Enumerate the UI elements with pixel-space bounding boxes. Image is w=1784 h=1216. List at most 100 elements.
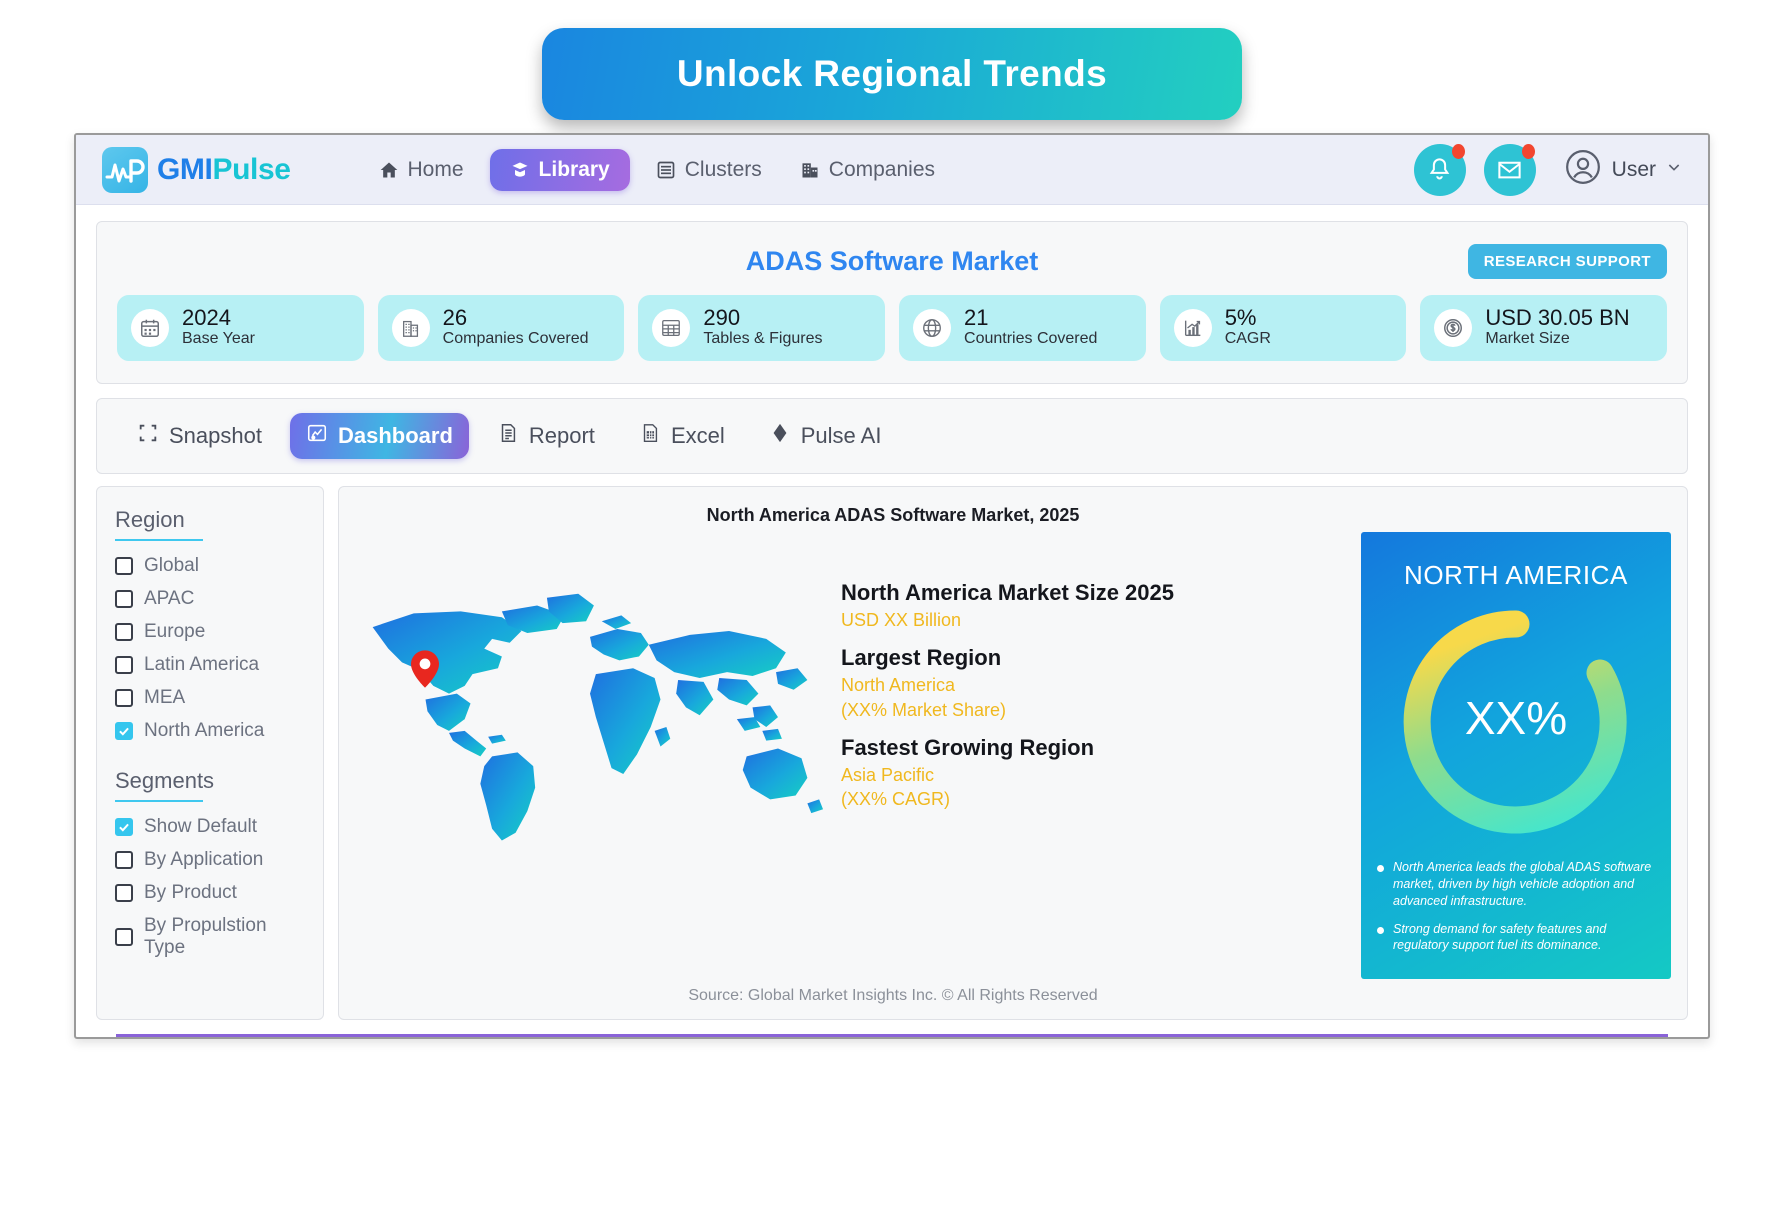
dashboard-icon <box>306 422 328 450</box>
filter-segment-by-propulsion-type[interactable]: By Propulstion Type <box>115 915 305 959</box>
user-label: User <box>1611 157 1656 181</box>
tab-dashboard[interactable]: Dashboard <box>289 412 469 459</box>
filter-label: Latin America <box>144 653 260 675</box>
notifications-button[interactable] <box>1413 143 1466 196</box>
chart-source: Source: Global Market Insights Inc. © Al… <box>688 987 1098 1005</box>
filter-region-global[interactable]: Global <box>115 555 305 577</box>
stat-countries-covered: 21 Countries Covered <box>899 295 1146 361</box>
region-highlight-card: NORTH AMERICA <box>1361 531 1671 980</box>
main-content-row: Region Global APAC Europe <box>96 485 1688 1021</box>
gmipulse-mark-icon <box>102 146 148 193</box>
donut-chart: XX% <box>1377 599 1655 845</box>
fact-fastest-growing-region: Fastest Growing Region Asia Pacific (XX%… <box>841 735 1361 811</box>
world-map[interactable] <box>355 532 825 858</box>
view-tabs: Snapshot Dashboard Report <box>96 397 1688 474</box>
nav-links: Home Library Clusters <box>367 148 948 191</box>
table-icon <box>652 308 691 347</box>
stat-value: 26 <box>442 305 468 330</box>
tab-label: Dashboard <box>337 422 453 448</box>
stat-cagr: 5% CAGR <box>1159 295 1407 361</box>
stat-text: 21 Countries Covered <box>964 306 1097 350</box>
brand-name: GMIPulse <box>157 153 291 187</box>
checkbox[interactable] <box>115 655 133 674</box>
tab-pulse-ai[interactable]: Pulse AI <box>753 413 898 459</box>
building-icon <box>391 308 430 347</box>
footer: GMI Global Market Insights Insights to I… <box>96 1038 1688 1039</box>
dollar-coin-icon <box>1434 308 1473 347</box>
book-icon <box>510 160 530 180</box>
banner-label: Unlock Regional Trends <box>676 53 1108 94</box>
filter-region-europe[interactable]: Europe <box>115 621 305 643</box>
nav-item-home[interactable]: Home <box>367 150 476 190</box>
excel-icon <box>639 422 661 450</box>
unlock-regional-trends-banner[interactable]: Unlock Regional Trends <box>542 28 1242 120</box>
segments-heading-rule <box>115 799 203 802</box>
brand-name-part2: Pulse <box>212 152 291 186</box>
messages-button[interactable] <box>1483 143 1536 196</box>
stats-row: 2024 Base Year 26 Companies Covered <box>117 295 1668 361</box>
user-menu[interactable]: User <box>1564 148 1682 191</box>
page-title: ADAS Software Market <box>745 246 1039 276</box>
calendar-icon <box>131 308 169 347</box>
checkbox[interactable] <box>115 850 133 869</box>
checkbox[interactable] <box>115 556 133 575</box>
tab-snapshot[interactable]: Snapshot <box>121 413 278 459</box>
stat-value: USD 30.05 BN <box>1485 305 1630 330</box>
stat-text: 2024 Base Year <box>182 306 255 350</box>
map-pin-icon <box>411 650 439 688</box>
filter-label: Show Default <box>144 815 258 837</box>
nav-label-home: Home <box>407 157 464 181</box>
filter-segment-show-default[interactable]: Show Default <box>115 816 305 838</box>
nav-right-actions: User <box>1413 143 1682 196</box>
stat-value: 21 <box>964 305 989 330</box>
stat-label: Market Size <box>1485 330 1570 348</box>
checkbox-checked[interactable] <box>115 817 133 836</box>
home-icon <box>379 160 399 180</box>
checkbox[interactable] <box>115 589 133 608</box>
brand-logo[interactable]: GMIPulse <box>102 146 291 193</box>
tab-report[interactable]: Report <box>481 413 611 459</box>
fact-subtext-line1: Asia Pacific <box>841 764 935 785</box>
fact-largest-region: Largest Region North America (XX% Market… <box>841 645 1361 721</box>
market-facts: North America Market Size 2025 USD XX Bi… <box>825 532 1361 825</box>
fact-subtext-line2: (XX% Market Share) <box>841 699 1007 720</box>
filter-segment-by-product[interactable]: By Product <box>115 882 305 904</box>
nav-item-companies[interactable]: Companies <box>788 150 947 190</box>
checkbox-checked[interactable] <box>115 721 133 740</box>
fact-subtext-line2: (XX% CAGR) <box>841 789 951 810</box>
checkbox[interactable] <box>115 927 133 946</box>
stat-market-size: USD 30.05 BN Market Size <box>1420 295 1668 361</box>
nav-label-library: Library <box>538 157 610 181</box>
nav-item-clusters[interactable]: Clusters <box>644 150 774 190</box>
bullet-text: Strong demand for safety features and re… <box>1393 921 1607 953</box>
stat-base-year: 2024 Base Year <box>117 295 364 361</box>
fact-heading: Fastest Growing Region <box>841 735 1095 761</box>
fact-subtext-line1: North America <box>841 675 956 696</box>
world-map-svg <box>372 593 824 841</box>
messages-badge <box>1521 143 1535 159</box>
filter-region-mea[interactable]: MEA <box>115 687 305 709</box>
filter-region-apac[interactable]: APAC <box>115 588 305 610</box>
checkbox[interactable] <box>115 622 133 641</box>
stat-value: 2024 <box>182 305 231 330</box>
donut-value: XX% <box>1464 691 1568 744</box>
region-bullets: North America leads the global ADAS soft… <box>1377 859 1655 954</box>
tab-excel[interactable]: Excel <box>623 413 741 459</box>
filter-region-latin-america[interactable]: Latin America <box>115 654 305 676</box>
chart-title: North America ADAS Software Market, 2025 <box>706 504 1080 525</box>
stat-label: Companies Covered <box>442 330 589 348</box>
filter-region-north-america[interactable]: North America <box>115 720 305 742</box>
nav-item-library[interactable]: Library <box>489 148 630 191</box>
checkbox[interactable] <box>115 883 133 902</box>
avatar <box>1564 148 1602 191</box>
stat-value: 5% <box>1224 305 1257 330</box>
building-icon <box>800 160 820 180</box>
filter-segment-by-application[interactable]: By Application <box>115 849 305 871</box>
region-title: NORTH AMERICA <box>1403 559 1628 590</box>
stat-label: Countries Covered <box>964 330 1098 348</box>
checkbox[interactable] <box>115 688 133 707</box>
dashboard-panel: North America ADAS Software Market, 2025 <box>338 485 1688 1021</box>
research-support-button[interactable]: RESEARCH SUPPORT <box>1467 244 1667 279</box>
region-bullet: Strong demand for safety features and re… <box>1377 921 1655 955</box>
